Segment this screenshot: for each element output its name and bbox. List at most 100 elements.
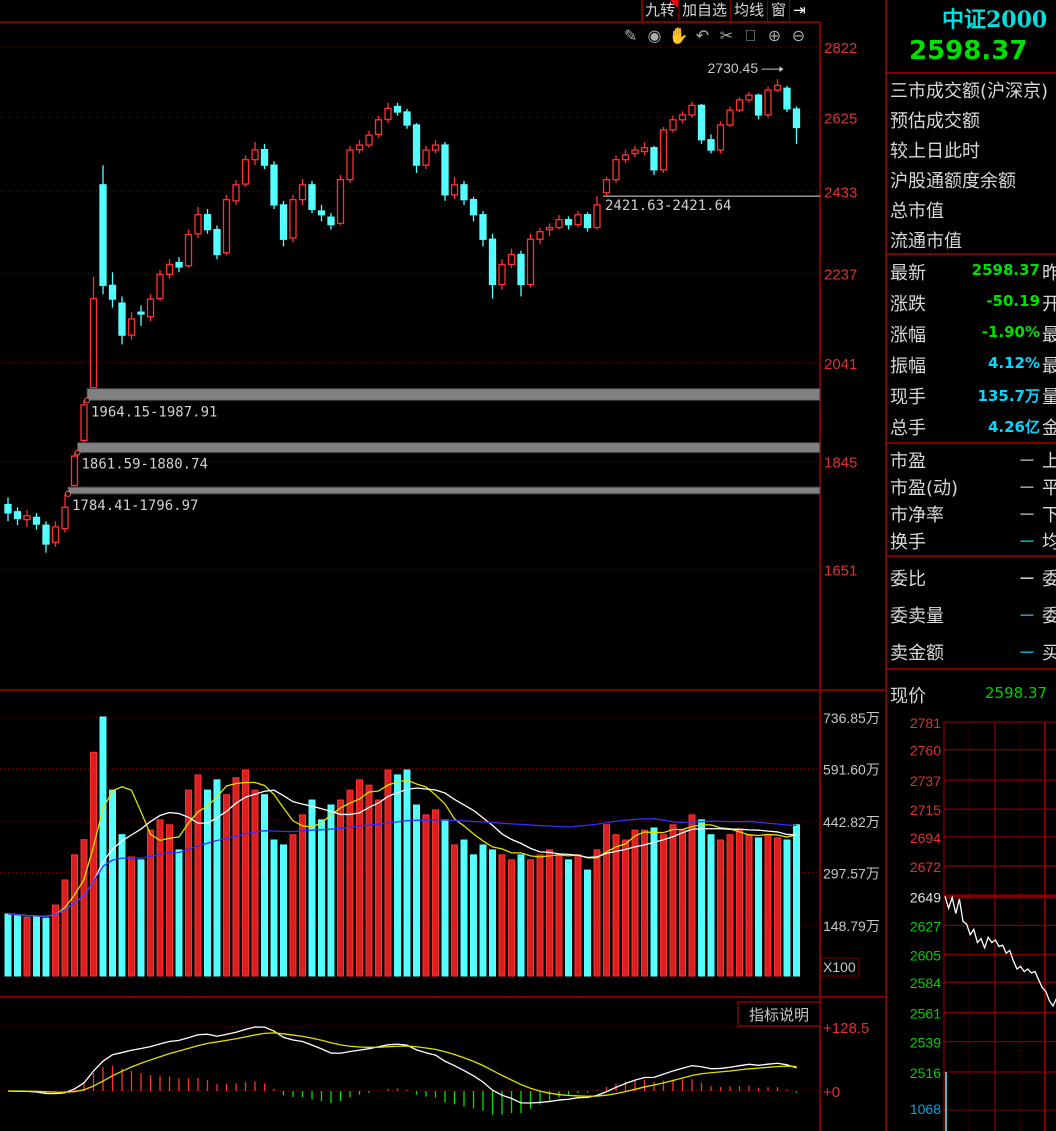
row-label: 市盈	[890, 451, 926, 472]
indicator-help-button-frame	[737, 1001, 821, 1027]
row-next-label: 委	[1042, 569, 1056, 590]
volume-bar	[61, 879, 69, 977]
candle-body	[659, 129, 668, 171]
row-next-label: 最	[1042, 356, 1056, 377]
moving-average-button[interactable]: 均线	[731, 0, 769, 21]
volume-bar	[489, 849, 496, 977]
candle	[564, 216, 573, 230]
candle-body	[498, 263, 506, 286]
volume-bar	[755, 837, 762, 977]
price-tick-label: 2237	[824, 267, 857, 284]
gap-zone	[67, 486, 821, 495]
volume-panel[interactable]	[4, 716, 800, 977]
volume-bar	[517, 854, 525, 977]
candle-body	[241, 159, 250, 185]
right-info-panel: 中证2000 2598.37 三市成交额(沪深京) 预估成交额 较上日此时 沪股通额度…	[887, 0, 1056, 1131]
candle	[716, 121, 725, 154]
row-next-label: 上	[1042, 451, 1056, 472]
volume-tick-label: 148.79万	[823, 918, 880, 934]
volume-bar	[774, 837, 781, 977]
jiuzhuan-button[interactable]: 九转	[642, 0, 680, 21]
volume-bar	[422, 814, 430, 977]
candle	[42, 521, 50, 553]
indicator-help-button[interactable]: 指标说明	[737, 1001, 821, 1027]
eye-icon[interactable]: ◉	[647, 26, 662, 45]
candle	[384, 102, 392, 124]
candle-body	[270, 164, 278, 206]
gap-line-label: 2421.63-2421.64	[605, 198, 731, 214]
mini-volume-tick: 1068	[910, 1101, 941, 1117]
candle	[431, 140, 440, 154]
divider	[887, 442, 1056, 444]
volume-bar	[213, 779, 221, 977]
candle-body	[612, 159, 620, 181]
pen-icon[interactable]: ✎	[623, 26, 638, 45]
lock-icon[interactable]: ⎕	[745, 26, 756, 45]
volume-bar	[52, 904, 59, 977]
candle-body	[70, 455, 79, 487]
volume-unit-label: X100	[823, 959, 856, 975]
row-next-label: 买	[1042, 643, 1056, 664]
candle	[460, 180, 468, 205]
candle	[61, 493, 69, 533]
row-value: －	[1018, 505, 1036, 526]
candle	[241, 155, 250, 187]
volume-bar	[403, 769, 411, 977]
hand-icon[interactable]: ✋	[668, 26, 689, 45]
volume-bar	[631, 829, 639, 977]
volume-bar	[688, 814, 696, 977]
candle	[507, 248, 516, 268]
zoom-in-icon[interactable]: ⊕	[767, 26, 782, 45]
volume-bar	[698, 819, 705, 977]
price-panel[interactable]: 1964.15-1987.91 1861.59-1880.74 1784.41-17…	[4, 60, 821, 553]
candle-body	[355, 144, 364, 151]
candle	[735, 97, 744, 113]
row-value: -50.19	[986, 292, 1040, 310]
candle	[412, 123, 421, 173]
candle	[450, 176, 459, 199]
candle	[127, 312, 136, 340]
intraday-mini-chart[interactable]	[943, 721, 1056, 1131]
volume-bar	[451, 844, 458, 977]
candle-body	[108, 284, 117, 300]
volume-bar	[299, 814, 306, 977]
row-label: 总手	[890, 418, 926, 439]
candle-body	[279, 204, 288, 240]
scissors-icon[interactable]: ✂	[719, 26, 734, 45]
candle-body	[726, 109, 734, 126]
candle-body	[156, 273, 164, 300]
candle-body	[384, 107, 392, 121]
candle	[697, 103, 706, 144]
candle-body	[4, 503, 12, 514]
macd-panel[interactable]: 指标说明	[7, 1001, 821, 1115]
candle	[289, 194, 297, 243]
candle	[365, 130, 373, 148]
candle	[792, 106, 801, 144]
candle	[745, 91, 753, 103]
volume-bar	[413, 804, 420, 977]
mini-price-tick: 2539	[910, 1035, 941, 1051]
mini-price-tick: 2605	[910, 947, 941, 963]
gap-zone-label: 1964.15-1987.91	[91, 404, 217, 420]
add-watchlist-button[interactable]: 加自选	[679, 0, 732, 21]
current-price-value: 2598.37	[985, 684, 1048, 702]
row-value: －	[1018, 606, 1036, 627]
window-button[interactable]: 窗	[768, 0, 791, 21]
info-row: 三市成交额(沪深京)	[890, 81, 1049, 102]
volume-bar	[204, 789, 211, 977]
candle-body	[422, 149, 430, 166]
macd-tick-label: +128.5	[823, 1020, 869, 1037]
candle-body	[165, 263, 174, 276]
volume-bar	[175, 849, 183, 977]
mini-price-tick: 2760	[910, 743, 941, 759]
volume-bar	[707, 834, 715, 977]
candle-body	[564, 219, 573, 226]
volume-bar	[498, 854, 506, 977]
row-next-label: 开	[1042, 294, 1056, 315]
undo-icon[interactable]: ↶	[695, 26, 710, 45]
zoom-out-icon[interactable]: ⊖	[791, 26, 806, 45]
collapse-panel-button[interactable]: ⇥	[790, 0, 809, 21]
candle	[327, 213, 335, 230]
volume-bar	[460, 839, 468, 977]
gap-zone	[77, 442, 821, 454]
